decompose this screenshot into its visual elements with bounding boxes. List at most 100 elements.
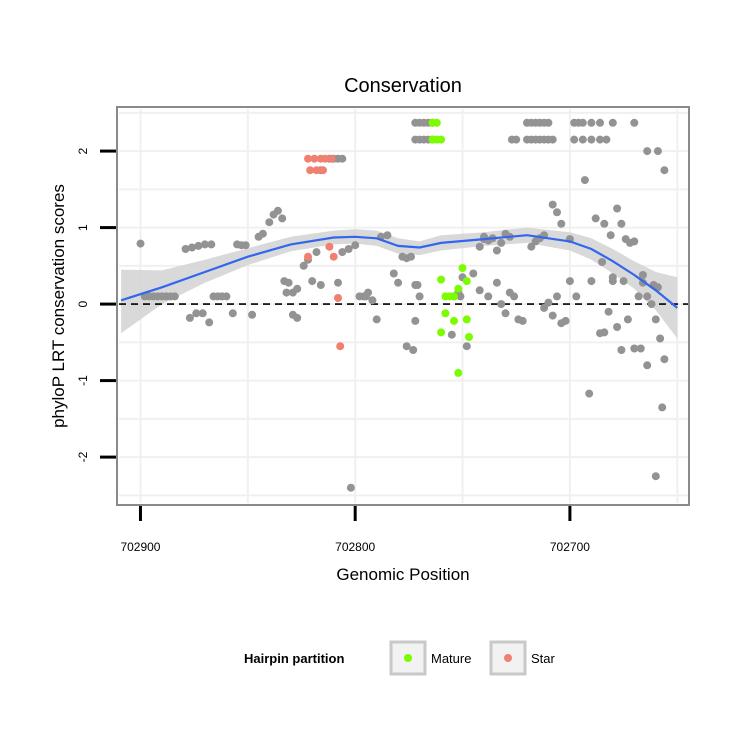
point-mature — [437, 275, 446, 284]
point-mature — [458, 264, 467, 273]
point-other — [447, 330, 456, 339]
point-other — [587, 277, 596, 286]
point-star — [306, 166, 315, 175]
point-other — [394, 278, 403, 287]
point-mature — [450, 316, 458, 325]
point-other — [469, 269, 478, 278]
point-star — [336, 342, 345, 351]
point-other — [372, 315, 381, 324]
point-mature — [441, 309, 450, 318]
point-mature — [437, 328, 446, 337]
point-other — [660, 166, 669, 175]
point-other — [278, 214, 287, 223]
point-other — [194, 241, 203, 250]
point-other — [185, 313, 194, 322]
point-other — [613, 323, 622, 331]
point-other — [608, 273, 617, 282]
confidence-band — [121, 227, 678, 339]
y-tick-label: -2 — [76, 451, 90, 462]
point-other — [548, 200, 557, 209]
point-star — [329, 252, 338, 261]
y-axis: -2 -1 0 1 2 — [76, 147, 116, 462]
point-other — [630, 344, 639, 353]
point-other — [651, 315, 660, 324]
point-mature — [437, 135, 446, 144]
point-other — [544, 298, 553, 307]
point-other — [368, 296, 377, 305]
point-other — [548, 135, 557, 144]
point-other — [578, 135, 587, 144]
point-other — [389, 269, 398, 278]
point-star — [321, 154, 330, 163]
legend-swatch-mature — [404, 654, 412, 662]
point-other — [402, 342, 411, 351]
point-other — [619, 277, 628, 286]
smooth-line — [120, 234, 678, 309]
point-mature — [454, 284, 463, 293]
point-other — [634, 292, 643, 301]
point-other — [638, 271, 647, 279]
legend-swatch-star — [504, 654, 512, 662]
point-star — [304, 252, 312, 261]
point-other — [497, 300, 506, 309]
point-other — [572, 292, 581, 301]
point-other — [409, 346, 418, 354]
point-other — [284, 278, 293, 287]
point-other — [587, 135, 596, 144]
point-other — [540, 303, 549, 312]
point-other — [258, 229, 267, 238]
point-other — [338, 248, 347, 257]
point-other — [600, 219, 609, 228]
points-layer — [136, 118, 669, 492]
point-other — [293, 284, 302, 293]
point-other — [383, 231, 392, 240]
point-other — [608, 118, 617, 127]
point-other — [411, 316, 420, 325]
point-star — [310, 154, 319, 163]
y-tick-label: 0 — [76, 300, 90, 307]
point-other — [282, 288, 291, 297]
point-other — [643, 147, 652, 156]
point-other — [578, 118, 587, 127]
chart-title: Conservation — [344, 75, 462, 97]
point-other — [580, 176, 589, 185]
x-tick-label: 702700 — [550, 540, 590, 554]
point-other — [205, 318, 214, 327]
point-other — [630, 118, 639, 127]
point-other — [338, 154, 347, 163]
point-other — [600, 328, 609, 337]
point-other — [617, 346, 626, 354]
point-star — [327, 154, 336, 163]
point-other — [553, 292, 561, 301]
point-other — [207, 240, 216, 249]
point-other — [248, 310, 257, 319]
point-other — [308, 277, 317, 286]
point-other — [192, 309, 201, 318]
point-mature — [450, 292, 458, 301]
point-other — [548, 311, 557, 320]
point-other — [512, 135, 521, 144]
point-other — [475, 286, 484, 295]
point-other — [228, 309, 237, 318]
point-other — [602, 135, 611, 144]
legend-label-mature: Mature — [431, 651, 471, 666]
point-other — [181, 245, 190, 253]
point-other — [613, 204, 622, 213]
point-other — [636, 344, 645, 353]
point-other — [299, 261, 308, 270]
point-other — [623, 315, 632, 324]
point-other — [660, 355, 669, 364]
point-other — [462, 342, 471, 351]
point-other — [653, 147, 662, 156]
smooth-line-layer — [120, 234, 678, 309]
point-other — [497, 238, 506, 247]
legend-key-mature — [389, 640, 427, 676]
point-mature — [454, 368, 463, 377]
point-other — [293, 313, 302, 322]
x-tick-label: 702800 — [335, 540, 375, 554]
point-other — [565, 277, 574, 286]
y-tick-label: -1 — [76, 375, 90, 386]
point-other — [510, 292, 519, 301]
x-axis-title: Genomic Position — [336, 565, 469, 584]
